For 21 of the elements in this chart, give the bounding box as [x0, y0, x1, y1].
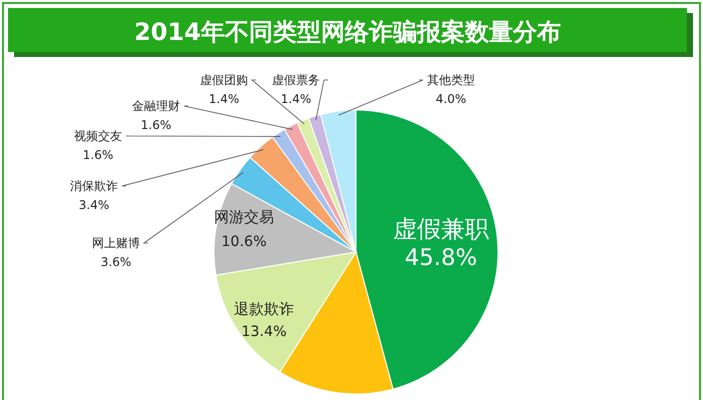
slice-label: 金融理财 [132, 99, 180, 113]
slice-label: 网上赌博 [92, 236, 140, 250]
slice-label: 退款欺诈 [234, 300, 294, 318]
data-label: 3.6% [100, 255, 132, 269]
data-label: 3.4% [78, 198, 110, 212]
slice-label: 网游交易 [214, 208, 274, 226]
data-label: 10.6% [221, 234, 267, 250]
data-label: 4.0% [436, 92, 466, 106]
data-label: 1.6% [140, 118, 172, 132]
chart-title: 2014年不同类型网络诈骗报案数量分布 [134, 18, 561, 46]
slice-label: 虚假兼职 [393, 215, 489, 243]
data-label: 1.4% [208, 92, 240, 106]
slice-label: 其他类型 [427, 73, 475, 87]
slice-label: 消保欺诈 [70, 179, 118, 193]
slice-label: 视频交友 [74, 129, 122, 143]
data-label: 13.4% [241, 324, 287, 340]
data-label: 45.8% [404, 245, 478, 271]
slice-label: 虚假团购 [200, 73, 248, 87]
slice-label: 虚假票务 [272, 73, 320, 87]
data-label: 1.4% [280, 92, 312, 106]
data-label: 1.6% [82, 148, 114, 162]
